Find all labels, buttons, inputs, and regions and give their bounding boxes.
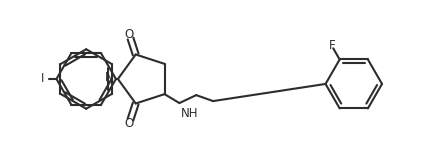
- Text: O: O: [125, 117, 134, 130]
- Text: F: F: [329, 39, 335, 52]
- Text: O: O: [125, 28, 134, 41]
- Text: NH: NH: [180, 107, 198, 120]
- Text: I: I: [41, 73, 45, 85]
- Text: N: N: [105, 71, 114, 83]
